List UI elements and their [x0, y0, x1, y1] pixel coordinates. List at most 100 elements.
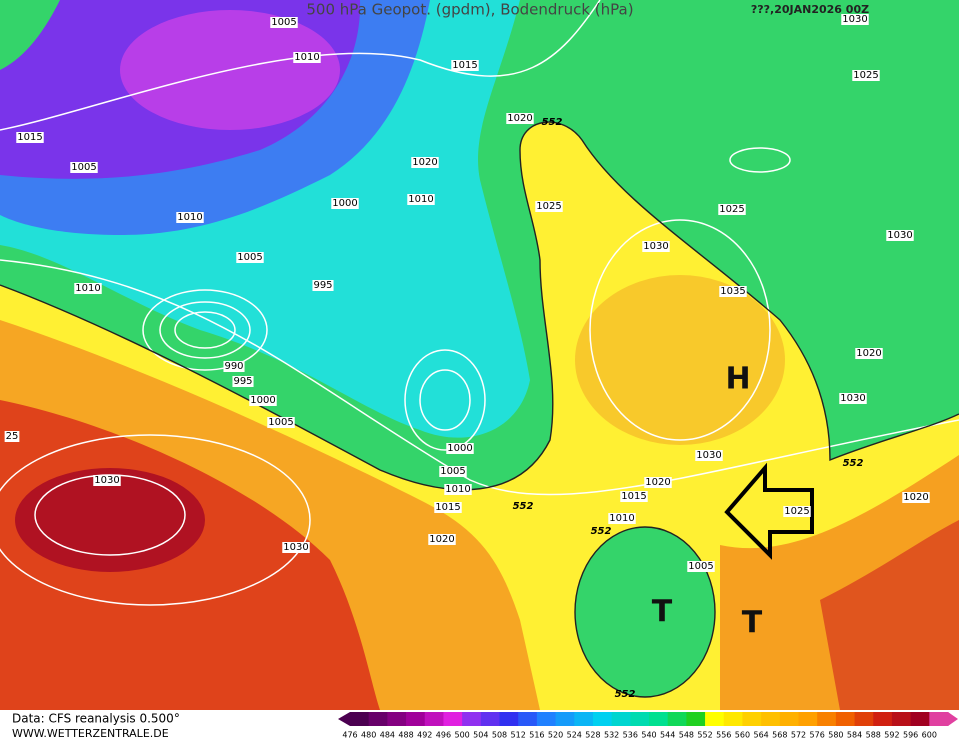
colorbar-label: 524 [567, 731, 582, 740]
colorbar-label: 556 [716, 731, 731, 740]
colorbar-label: 512 [511, 731, 526, 740]
isobar-label-box [312, 280, 334, 291]
colorbar-label: 576 [810, 731, 825, 740]
isobar-label-box [852, 70, 880, 81]
isobar-label-box [855, 348, 883, 359]
colorbar-label: 476 [342, 731, 357, 740]
isobar-label: 1020 [856, 348, 881, 359]
colorbar-label: 568 [772, 731, 787, 740]
isobar-label-box [411, 157, 439, 168]
isobar-label-box [620, 491, 648, 502]
isobar-label-box [176, 212, 204, 223]
isobar-label-box [718, 204, 746, 215]
isobar-label: 1025 [719, 204, 744, 215]
colorbar-swatch [891, 712, 912, 726]
isobar-label: 1035 [720, 286, 745, 297]
colorbar-swatch [480, 712, 500, 726]
isobar-label: 1000 [250, 395, 275, 406]
colorbar-label: 588 [866, 731, 881, 740]
isobar-label-box [902, 492, 930, 503]
pressure-system: T [652, 595, 673, 630]
isobar-label-box [644, 477, 672, 488]
isobar-label: 1010 [408, 194, 433, 205]
geopotential-label: 552 [513, 501, 534, 512]
isobar-label: 990 [224, 361, 243, 372]
website: WWW.WETTERZENTRALE.DE [12, 727, 169, 740]
geopotential-label: 552 [542, 117, 563, 128]
colorbar-end [948, 712, 958, 726]
isobar-label-box [434, 502, 462, 513]
isobar-label: 1030 [643, 241, 668, 252]
colorbar-swatch [910, 712, 930, 726]
colorbar-label: 496 [436, 731, 451, 740]
isobar-label: 1025 [853, 70, 878, 81]
pressure-system: H [725, 362, 750, 397]
isobar-label: 1030 [840, 393, 865, 404]
colorbar-label: 600 [922, 731, 937, 740]
colorbar-swatch [574, 712, 594, 726]
map-title: 500 hPa Geopot. (gpdm), Bodendruck (hPa) [306, 1, 633, 19]
colorbar-swatch [611, 712, 631, 726]
isobar-label-box [841, 14, 869, 25]
colorbar-label: 516 [529, 731, 544, 740]
colorbar-swatch [555, 712, 575, 726]
colorbar-label: 484 [380, 731, 395, 740]
isobar-label: 1030 [283, 542, 308, 553]
isobar-label-box [535, 201, 563, 212]
data-source: Data: CFS reanalysis 0.500° [12, 712, 180, 726]
isobar-label: 1010 [445, 484, 470, 495]
isobar-label-box [439, 466, 467, 477]
isobar-label: 1025 [536, 201, 561, 212]
isobar-label-box [444, 484, 472, 495]
isobar-label-box [331, 198, 359, 209]
isoline-552 [0, 121, 959, 698]
isobar-label: 1015 [621, 491, 646, 502]
field-green-low [575, 527, 715, 697]
isobar-label: 1010 [294, 52, 319, 63]
colorbar-swatch [630, 712, 650, 726]
map-field [0, 0, 959, 710]
colorbar-label: 564 [753, 731, 768, 740]
isobar-label: 1000 [332, 198, 357, 209]
isobar-label-box [608, 513, 636, 524]
colorbar-label: 548 [679, 731, 694, 740]
isobar-label: 1020 [645, 477, 670, 488]
colorbar-label: 596 [903, 731, 918, 740]
isobar-label-box [783, 506, 811, 517]
colorbar-swatch [592, 712, 613, 726]
colorbar-swatch [387, 712, 407, 726]
colorbar-label: 584 [847, 731, 862, 740]
isobar-label-box [642, 241, 670, 252]
isobar-label: 1015 [452, 60, 477, 71]
colorbar-swatch [742, 712, 762, 726]
isobar-label-box [695, 450, 723, 461]
field-red-east [820, 520, 959, 710]
arrow [724, 462, 814, 560]
colorbar-label: 560 [735, 731, 750, 740]
colorbar-swatch [518, 712, 538, 726]
isobar-label-box [249, 395, 277, 406]
colorbar-swatch [536, 712, 557, 726]
isobar-label: 995 [313, 280, 332, 291]
isobar-label: 1005 [268, 417, 293, 428]
isobar-label-box [451, 60, 479, 71]
colorbar-label: 504 [473, 731, 488, 740]
isobar-label: 1020 [429, 534, 454, 545]
colorbar-swatch [499, 712, 519, 726]
colorbar-swatch [649, 712, 669, 726]
isobar-label-box [446, 443, 474, 454]
isobar-label-box [223, 361, 245, 372]
colorbar-swatch [350, 712, 370, 726]
colorbar-label: 580 [828, 731, 843, 740]
isobar-label: 1015 [435, 502, 460, 513]
isobar-label-box [886, 230, 914, 241]
colorbar-end [338, 712, 350, 726]
isobar-label-box [506, 113, 534, 124]
colorbar-label: 528 [585, 731, 600, 740]
isobar-label-box [687, 561, 715, 572]
isobar-label: 1005 [237, 252, 262, 263]
colorbar-swatch [462, 712, 482, 726]
isobar-label-box [70, 162, 98, 173]
isobar-label: 1020 [507, 113, 532, 124]
